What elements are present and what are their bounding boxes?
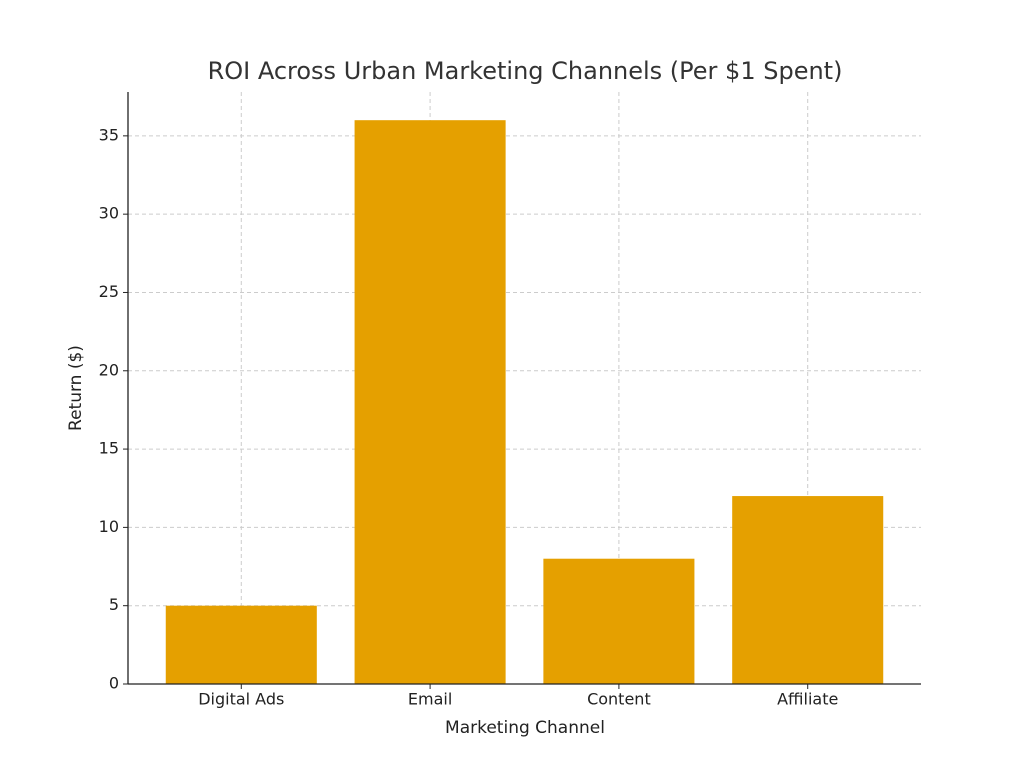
y-tick-label: 15 <box>99 439 119 458</box>
bar <box>732 496 884 684</box>
x-tick-label: Affiliate <box>777 690 838 709</box>
y-tick-label: 5 <box>109 595 119 614</box>
bar <box>354 120 506 684</box>
y-axis-label: Return ($) <box>66 345 86 431</box>
y-tick-label: 35 <box>99 125 119 144</box>
bar <box>165 605 317 684</box>
x-tick-label: Digital Ads <box>198 690 284 709</box>
x-axis-label: Marketing Channel <box>445 718 605 738</box>
y-tick-label: 25 <box>99 282 119 301</box>
x-tick-label: Email <box>408 690 452 709</box>
y-tick-label: 20 <box>99 360 119 379</box>
bar <box>543 558 695 684</box>
x-tick-label: Content <box>587 690 651 709</box>
y-tick-label: 0 <box>109 674 119 693</box>
chart-title: ROI Across Urban Marketing Channels (Per… <box>208 57 843 85</box>
y-tick-label: 10 <box>99 517 119 536</box>
y-tick-label: 30 <box>99 204 119 223</box>
